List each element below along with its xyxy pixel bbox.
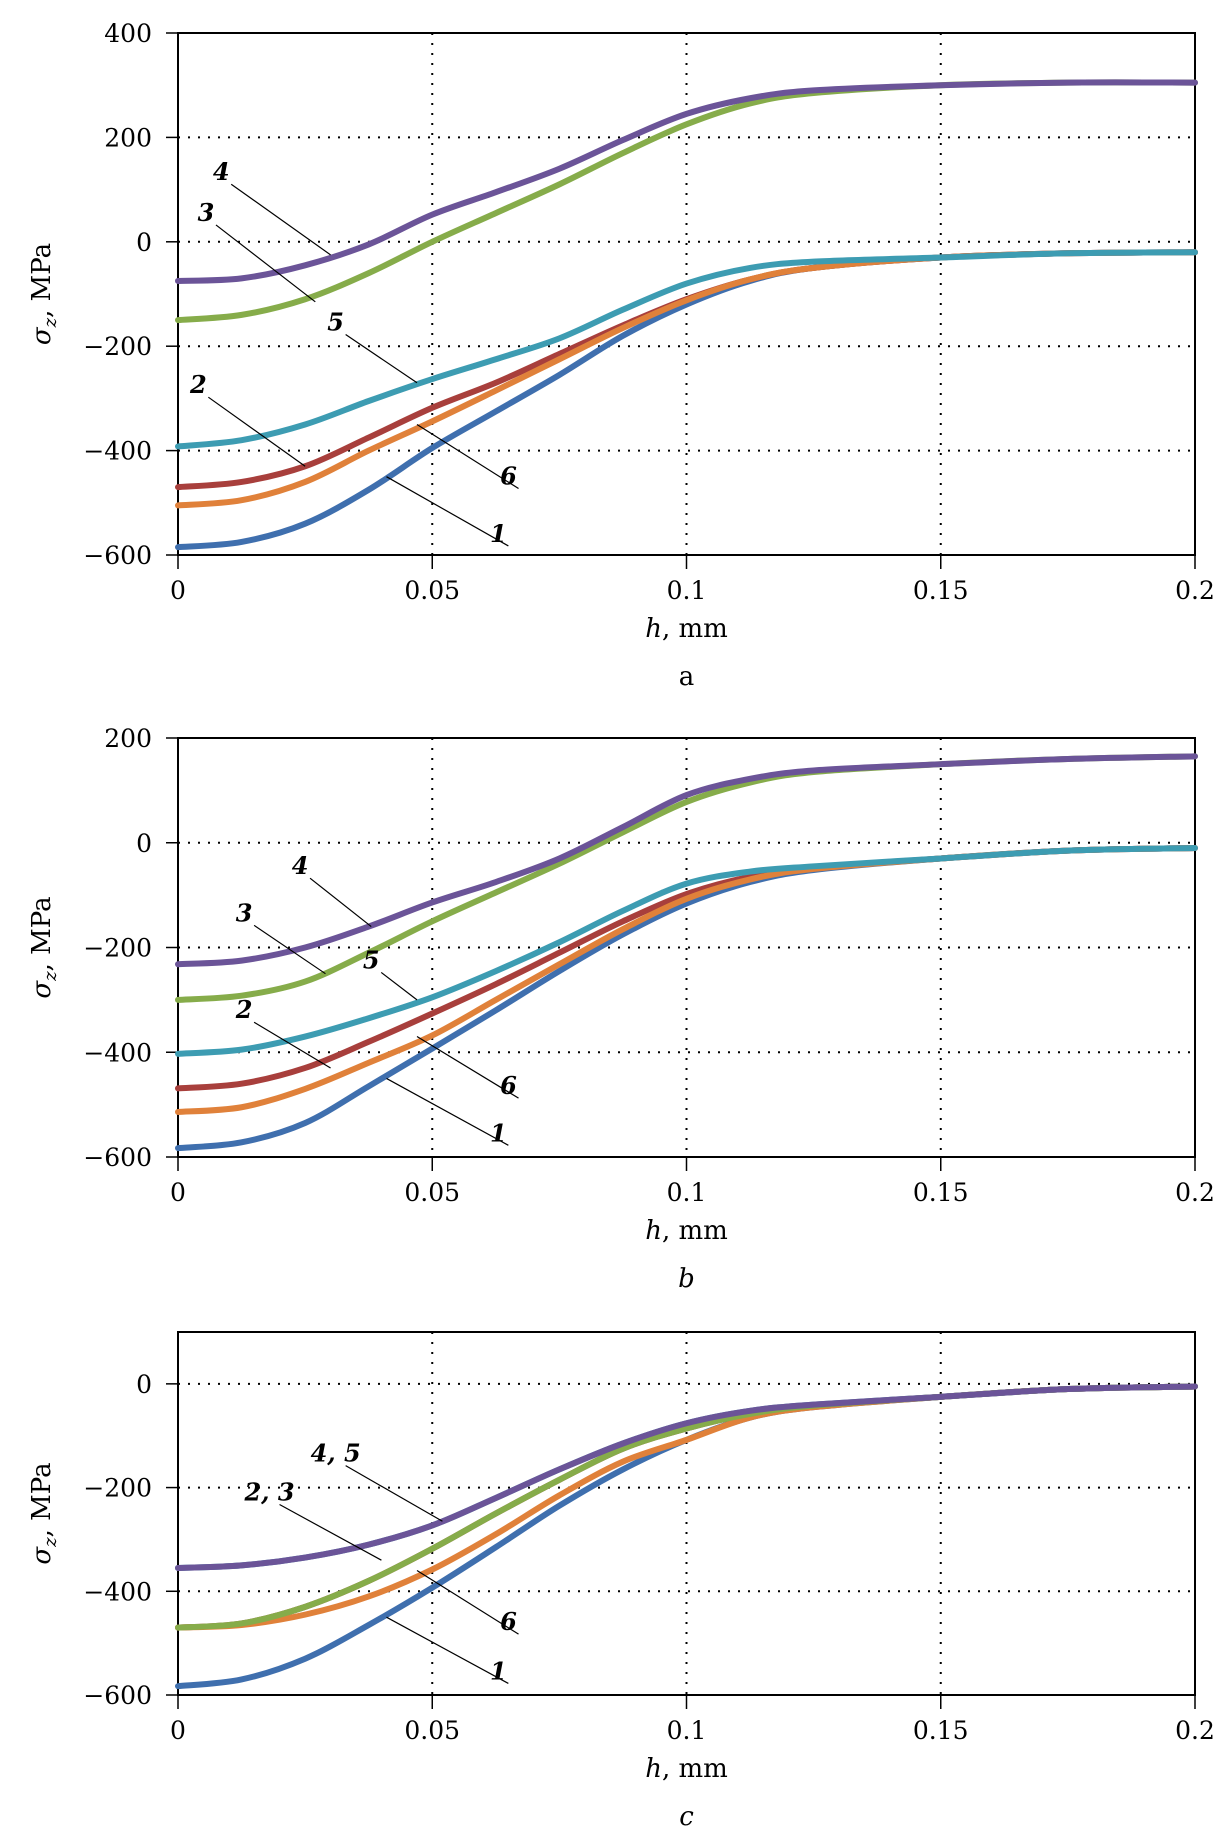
curve-label: 6 [500,462,517,491]
x-tick-label: 0 [170,1178,186,1207]
series-line-5 [175,249,1198,450]
annotation-leader-line [386,1616,509,1684]
y-tick-label: −400 [83,437,152,466]
y-tick-label: −200 [83,332,152,361]
y-tick-label: 200 [104,123,152,152]
x-axis-title-symbol: h [645,614,662,644]
y-tick-label: 200 [104,724,152,753]
y-axis-title-subscript: z [40,317,61,328]
y-tick-label: 0 [136,829,152,858]
x-tick-label: 0.2 [1175,1716,1215,1745]
curve-label: 1 [490,1656,507,1685]
y-tick-label: −400 [83,1577,152,1606]
y-tick-label: −200 [83,934,152,963]
x-tick-label: 0.15 [913,576,969,605]
x-axis-title-unit: , mm [662,614,728,644]
y-axis-title-subscript: z [40,971,61,982]
curve-label: 1 [490,519,507,548]
curve-label: 4 [213,157,230,186]
annotation-leader-line [345,1465,443,1522]
chart-panel-c: −600 −400 −200 0 0 0.05 0.1 0.15 0.2 h, mm σz, MPa… [27,1331,1215,1832]
x-tick-label: 0.15 [913,1178,969,1207]
curve-label: 4, 5 [311,1439,361,1468]
x-tick-label: 0.05 [404,1178,460,1207]
curve-label: 5 [363,945,380,974]
y-axis-title: σz, MPa [27,896,61,998]
x-tick-label: 0.15 [913,1716,969,1745]
panel-caption: c [679,1802,694,1832]
x-axis-title-symbol: h [645,1754,662,1784]
annotation-leader-line [386,1077,509,1146]
annotation-leader-line [416,423,519,490]
x-tick-label: 0.1 [667,576,707,605]
y-axis-title: σz, MPa [27,243,61,345]
y-axis-title-symbol: σ [27,980,57,999]
x-tick-label: 0.1 [667,1178,707,1207]
curve-label: 6 [500,1071,517,1100]
series-line-4 [175,753,1198,968]
annotation-leader-line [386,476,509,547]
y-tick-label: −600 [83,1143,152,1172]
panel-caption: b [678,1264,695,1294]
annotation-leader-line [416,1570,519,1635]
annotation-leader-line [207,396,306,467]
annotation-leader-line [253,924,326,975]
x-tick-label: 0.1 [667,1716,707,1745]
x-tick-label: 0.2 [1175,576,1215,605]
curve-label: 2 [189,370,207,399]
annotation-leader-line [309,877,372,928]
annotation-leader-line [279,1504,382,1561]
y-tick-label: −400 [83,1038,152,1067]
annotation-leader-line [230,183,331,256]
y-tick-label: 0 [136,228,152,257]
curve-label: 1 [490,1118,507,1147]
annotation-leader-line [253,1021,331,1069]
x-axis-title: h, mm [645,1754,728,1784]
x-tick-label: 0.05 [404,1716,460,1745]
y-tick-label: −600 [83,1681,152,1710]
x-axis-title-unit: , mm [662,1216,728,1246]
curve-label: 5 [327,308,344,337]
y-tick-label: −200 [83,1474,152,1503]
curve-label: 2, 3 [243,1478,294,1507]
x-axis-title: h, mm [645,1216,728,1246]
y-tick-label: 0 [136,1370,152,1399]
x-tick-label: 0.2 [1175,1178,1215,1207]
y-axis-title-subscript: z [40,1537,61,1548]
chart-panel-a: −600 −400 −200 0 200 400 0 0.05 0.1 0.15 0.2 h, mm σ… [27,19,1215,692]
y-axis-title-unit: , MPa [27,896,57,971]
curve-label: 6 [500,1607,517,1636]
curve-label: 4 [292,851,309,880]
panel-caption: a [679,662,695,692]
annotation-leader-line [380,971,418,1001]
x-tick-label: 0.05 [404,576,460,605]
x-tick-label: 0 [170,1716,186,1745]
y-axis-title-symbol: σ [27,326,57,345]
series-line-4 [175,79,1198,284]
x-axis-title: h, mm [645,614,728,644]
x-axis-title-symbol: h [645,1216,662,1246]
x-axis-title-unit: , mm [662,1754,728,1784]
curve-label: 2 [235,995,253,1024]
y-axis-title: σz, MPa [27,1462,61,1564]
y-axis-title-unit: , MPa [27,1462,57,1537]
y-axis-title-unit: , MPa [27,243,57,318]
curve-label: 3 [236,898,253,927]
curve-label: 3 [198,198,215,227]
y-axis-title-symbol: σ [27,1546,57,1565]
x-tick-label: 0 [170,576,186,605]
annotation-leader-line [416,1036,519,1099]
y-tick-label: 400 [104,19,152,48]
annotation-leader-line [215,224,316,303]
y-tick-label: −600 [83,541,152,570]
series-line-5 [175,844,1198,1057]
annotation-leader-line [345,334,418,384]
series-line-4 [175,1383,1198,1571]
